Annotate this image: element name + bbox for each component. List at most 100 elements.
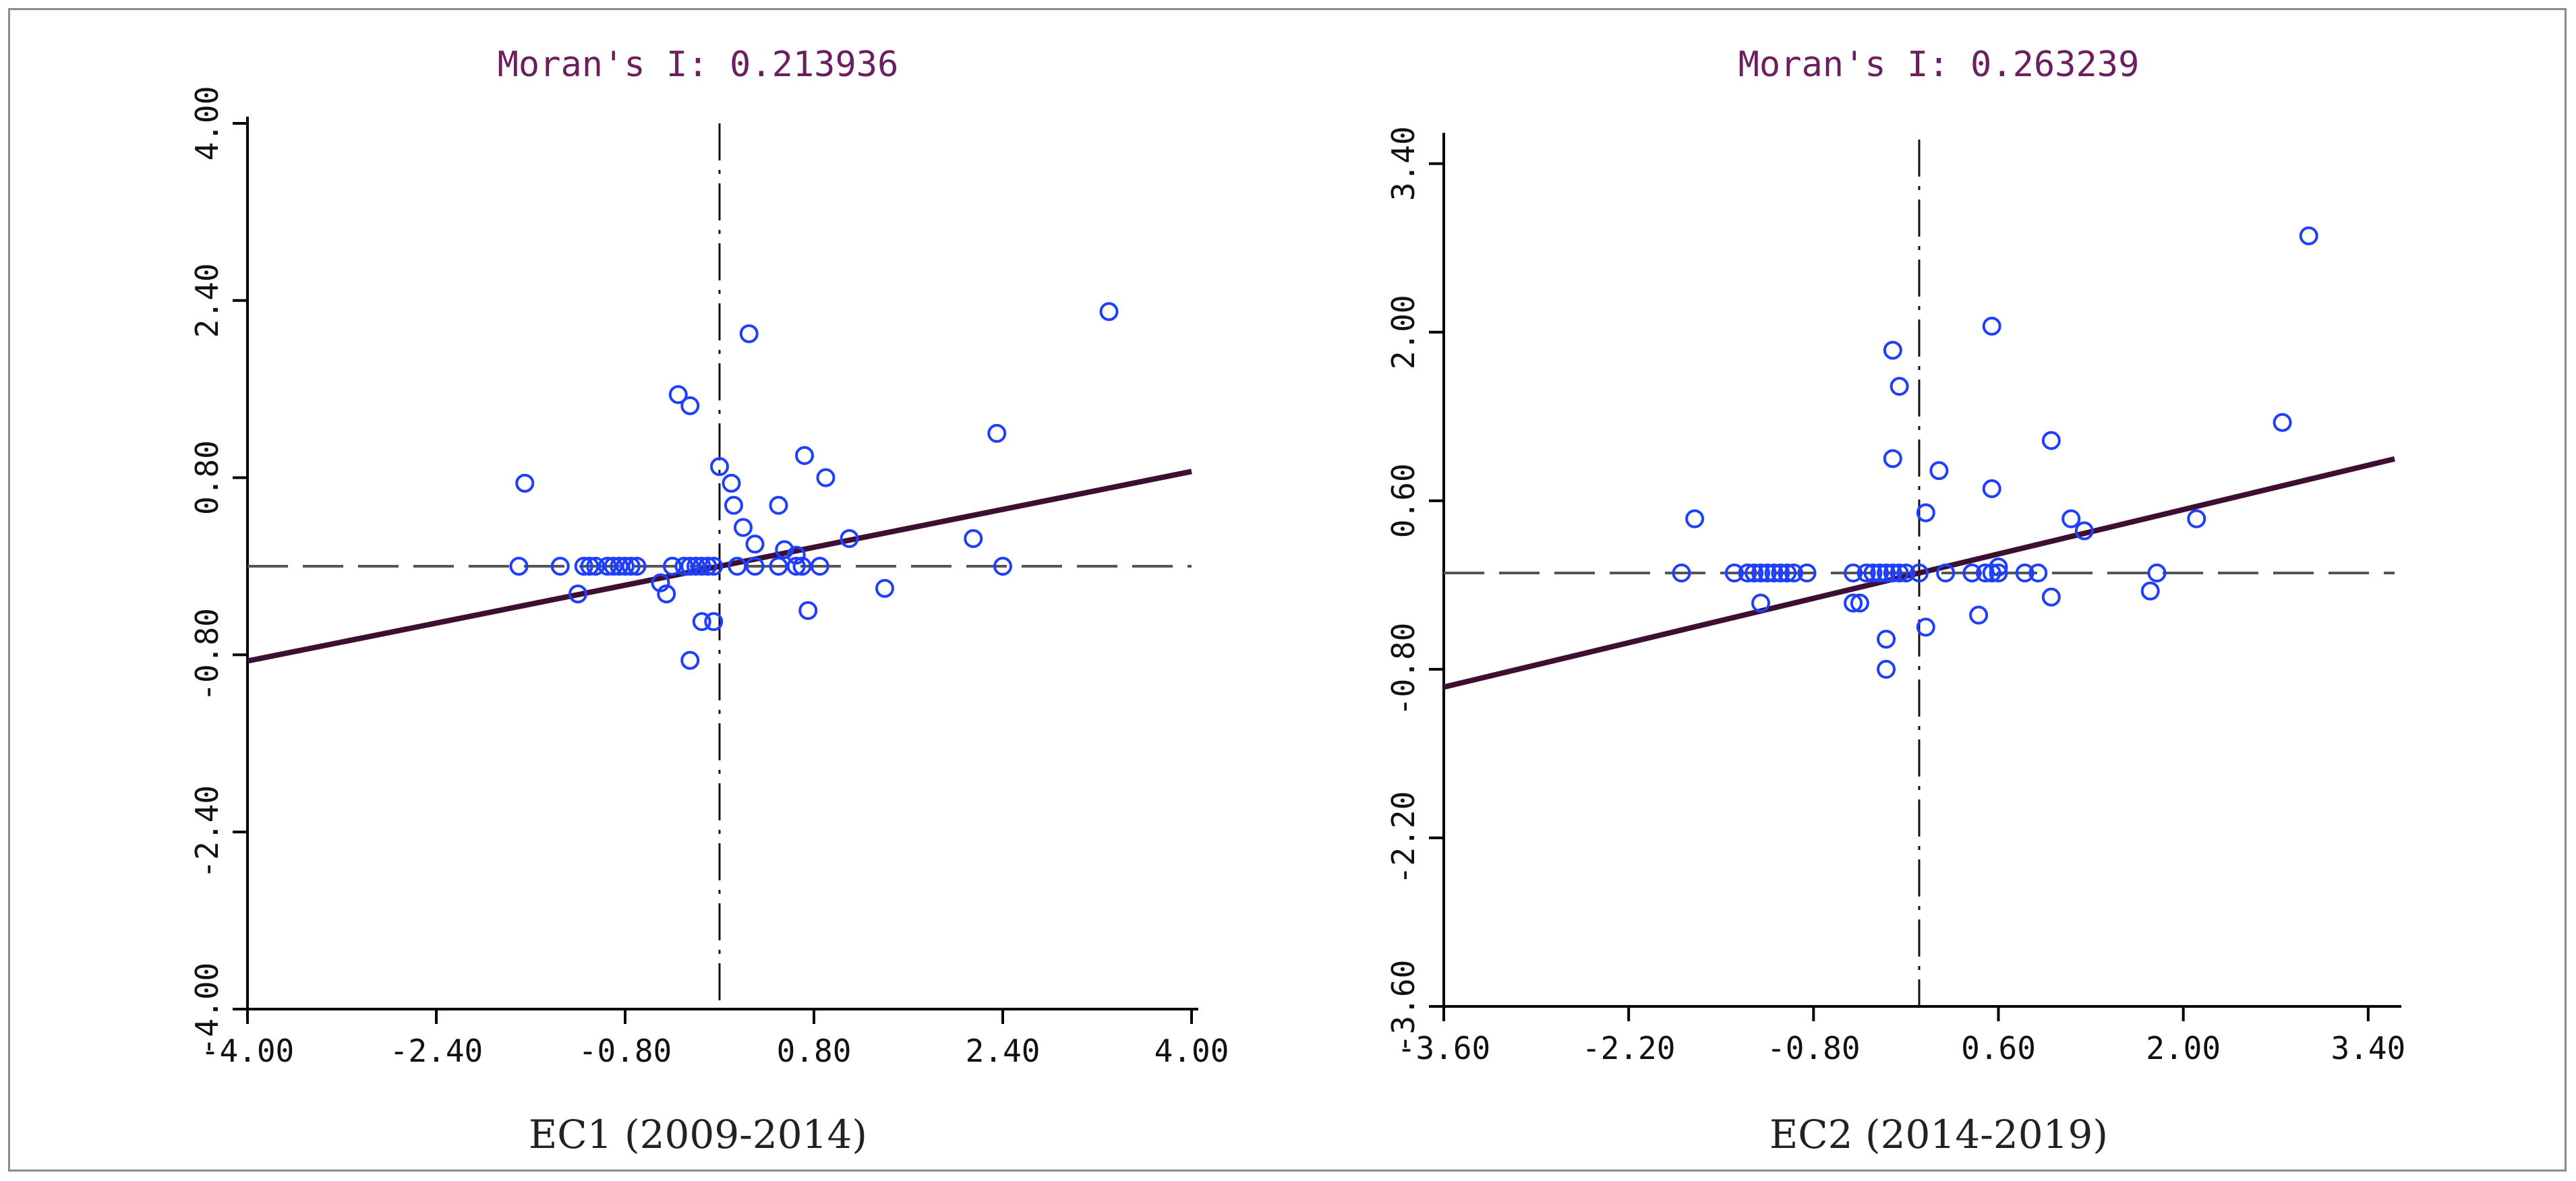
data-point	[734, 518, 753, 537]
data-point	[1771, 564, 1790, 582]
regression-line	[247, 468, 1192, 664]
data-point	[739, 324, 759, 344]
y-tick-label: -0.80	[189, 608, 225, 701]
moran-panel-ec2: Moran's I: 0.263239 EC2 (2014-2019) 3.40…	[1385, 44, 2405, 1157]
data-point	[1672, 564, 1691, 582]
data-point	[1778, 564, 1797, 582]
data-point	[1969, 605, 1989, 625]
data-point	[728, 557, 747, 576]
data-point	[2147, 564, 2167, 582]
data-point	[1982, 479, 2001, 498]
x-tick-label: -3.60	[1397, 1030, 1490, 1066]
x-tick-label: 2.40	[966, 1033, 1041, 1069]
data-point	[710, 457, 729, 477]
data-point	[1738, 564, 1757, 582]
data-point	[745, 557, 765, 576]
moran-panel-ec1: Moran's I: 0.213936 EC1 (2009-2014) 4.00…	[189, 44, 1229, 1157]
data-point	[1962, 564, 1982, 582]
data-point	[1797, 564, 1817, 582]
data-point	[2187, 509, 2206, 528]
x-tick-label: 3.40	[2331, 1030, 2405, 1066]
data-point	[810, 557, 829, 576]
data-point	[680, 557, 700, 576]
data-point	[509, 557, 529, 576]
data-point	[745, 535, 765, 554]
data-point	[1877, 564, 1896, 582]
data-point	[2140, 581, 2160, 601]
data-point	[2299, 226, 2318, 245]
data-point	[1751, 593, 1770, 613]
moran-scatter-figure: Moran's I: 0.213936 EC1 (2009-2014) 4.00…	[189, 44, 2405, 1157]
data-point	[692, 557, 711, 576]
data-point	[987, 423, 1007, 443]
data-point	[680, 396, 700, 415]
data-point	[1989, 564, 2008, 582]
data-point	[1883, 564, 1902, 582]
data-point	[1724, 564, 1744, 582]
data-point	[1745, 564, 1764, 582]
y-tick-label: 0.60	[1385, 463, 1422, 538]
x-tick-label: -0.80	[579, 1033, 672, 1069]
data-point	[1989, 557, 2008, 577]
data-point	[2273, 413, 2292, 432]
data-point	[604, 557, 623, 576]
data-point	[816, 468, 836, 487]
data-point	[568, 584, 587, 604]
data-point	[1751, 564, 1770, 582]
data-point	[657, 584, 676, 604]
data-point	[1784, 564, 1803, 582]
data-point	[651, 573, 670, 593]
data-point	[680, 650, 700, 670]
data-point	[964, 528, 983, 548]
data-point	[515, 473, 535, 493]
data-point	[993, 557, 1012, 576]
x-tick-label: -0.80	[1767, 1030, 1860, 1066]
x-tick-label: -2.20	[1582, 1030, 1675, 1066]
data-point	[1896, 564, 1916, 582]
data-point	[692, 612, 711, 632]
data-point	[1916, 617, 1935, 637]
data-point	[786, 557, 806, 576]
data-point	[1685, 509, 1705, 528]
data-point	[1929, 461, 1949, 481]
data-point	[1856, 564, 1876, 582]
y-tick-label: -2.20	[1385, 791, 1422, 884]
data-point	[574, 557, 593, 576]
data-point	[627, 557, 647, 576]
data-point	[1870, 564, 1890, 582]
data-point	[786, 545, 806, 565]
y-tick-label: -4.00	[189, 963, 225, 1056]
y-tick-label: -2.40	[189, 785, 225, 878]
data-point	[704, 557, 724, 576]
data-point	[722, 473, 741, 493]
y-tick-label: 0.80	[189, 440, 225, 515]
data-point	[2041, 587, 2061, 607]
data-point	[769, 495, 788, 515]
data-point	[1764, 564, 1784, 582]
data-point	[586, 557, 606, 576]
data-point	[1844, 593, 1863, 613]
data-point	[1877, 659, 1896, 679]
data-point	[616, 557, 635, 576]
data-point	[597, 557, 617, 576]
data-point	[686, 557, 705, 576]
y-tick-label: 3.40	[1385, 126, 1422, 201]
data-point	[2074, 521, 2094, 541]
y-tick-label: -0.80	[1385, 623, 1422, 716]
panel-title: Moran's I: 0.263239	[1738, 44, 2140, 85]
data-point	[2028, 564, 2048, 582]
data-point	[775, 540, 794, 559]
data-point	[798, 601, 818, 620]
data-point	[2041, 431, 2061, 450]
y-tick-label: 4.00	[189, 86, 225, 161]
y-tick-label: 2.00	[1385, 295, 1422, 369]
data-point	[1757, 564, 1777, 582]
data-point	[840, 528, 859, 548]
x-tick-label: 4.00	[1154, 1033, 1229, 1069]
x-tick-label: 0.80	[777, 1033, 852, 1069]
figure-frame: Moran's I: 0.213936 EC1 (2009-2014) 4.00…	[8, 8, 2567, 1172]
data-point	[769, 557, 788, 576]
data-point	[792, 557, 812, 576]
data-point	[1099, 302, 1119, 322]
data-point	[674, 557, 694, 576]
